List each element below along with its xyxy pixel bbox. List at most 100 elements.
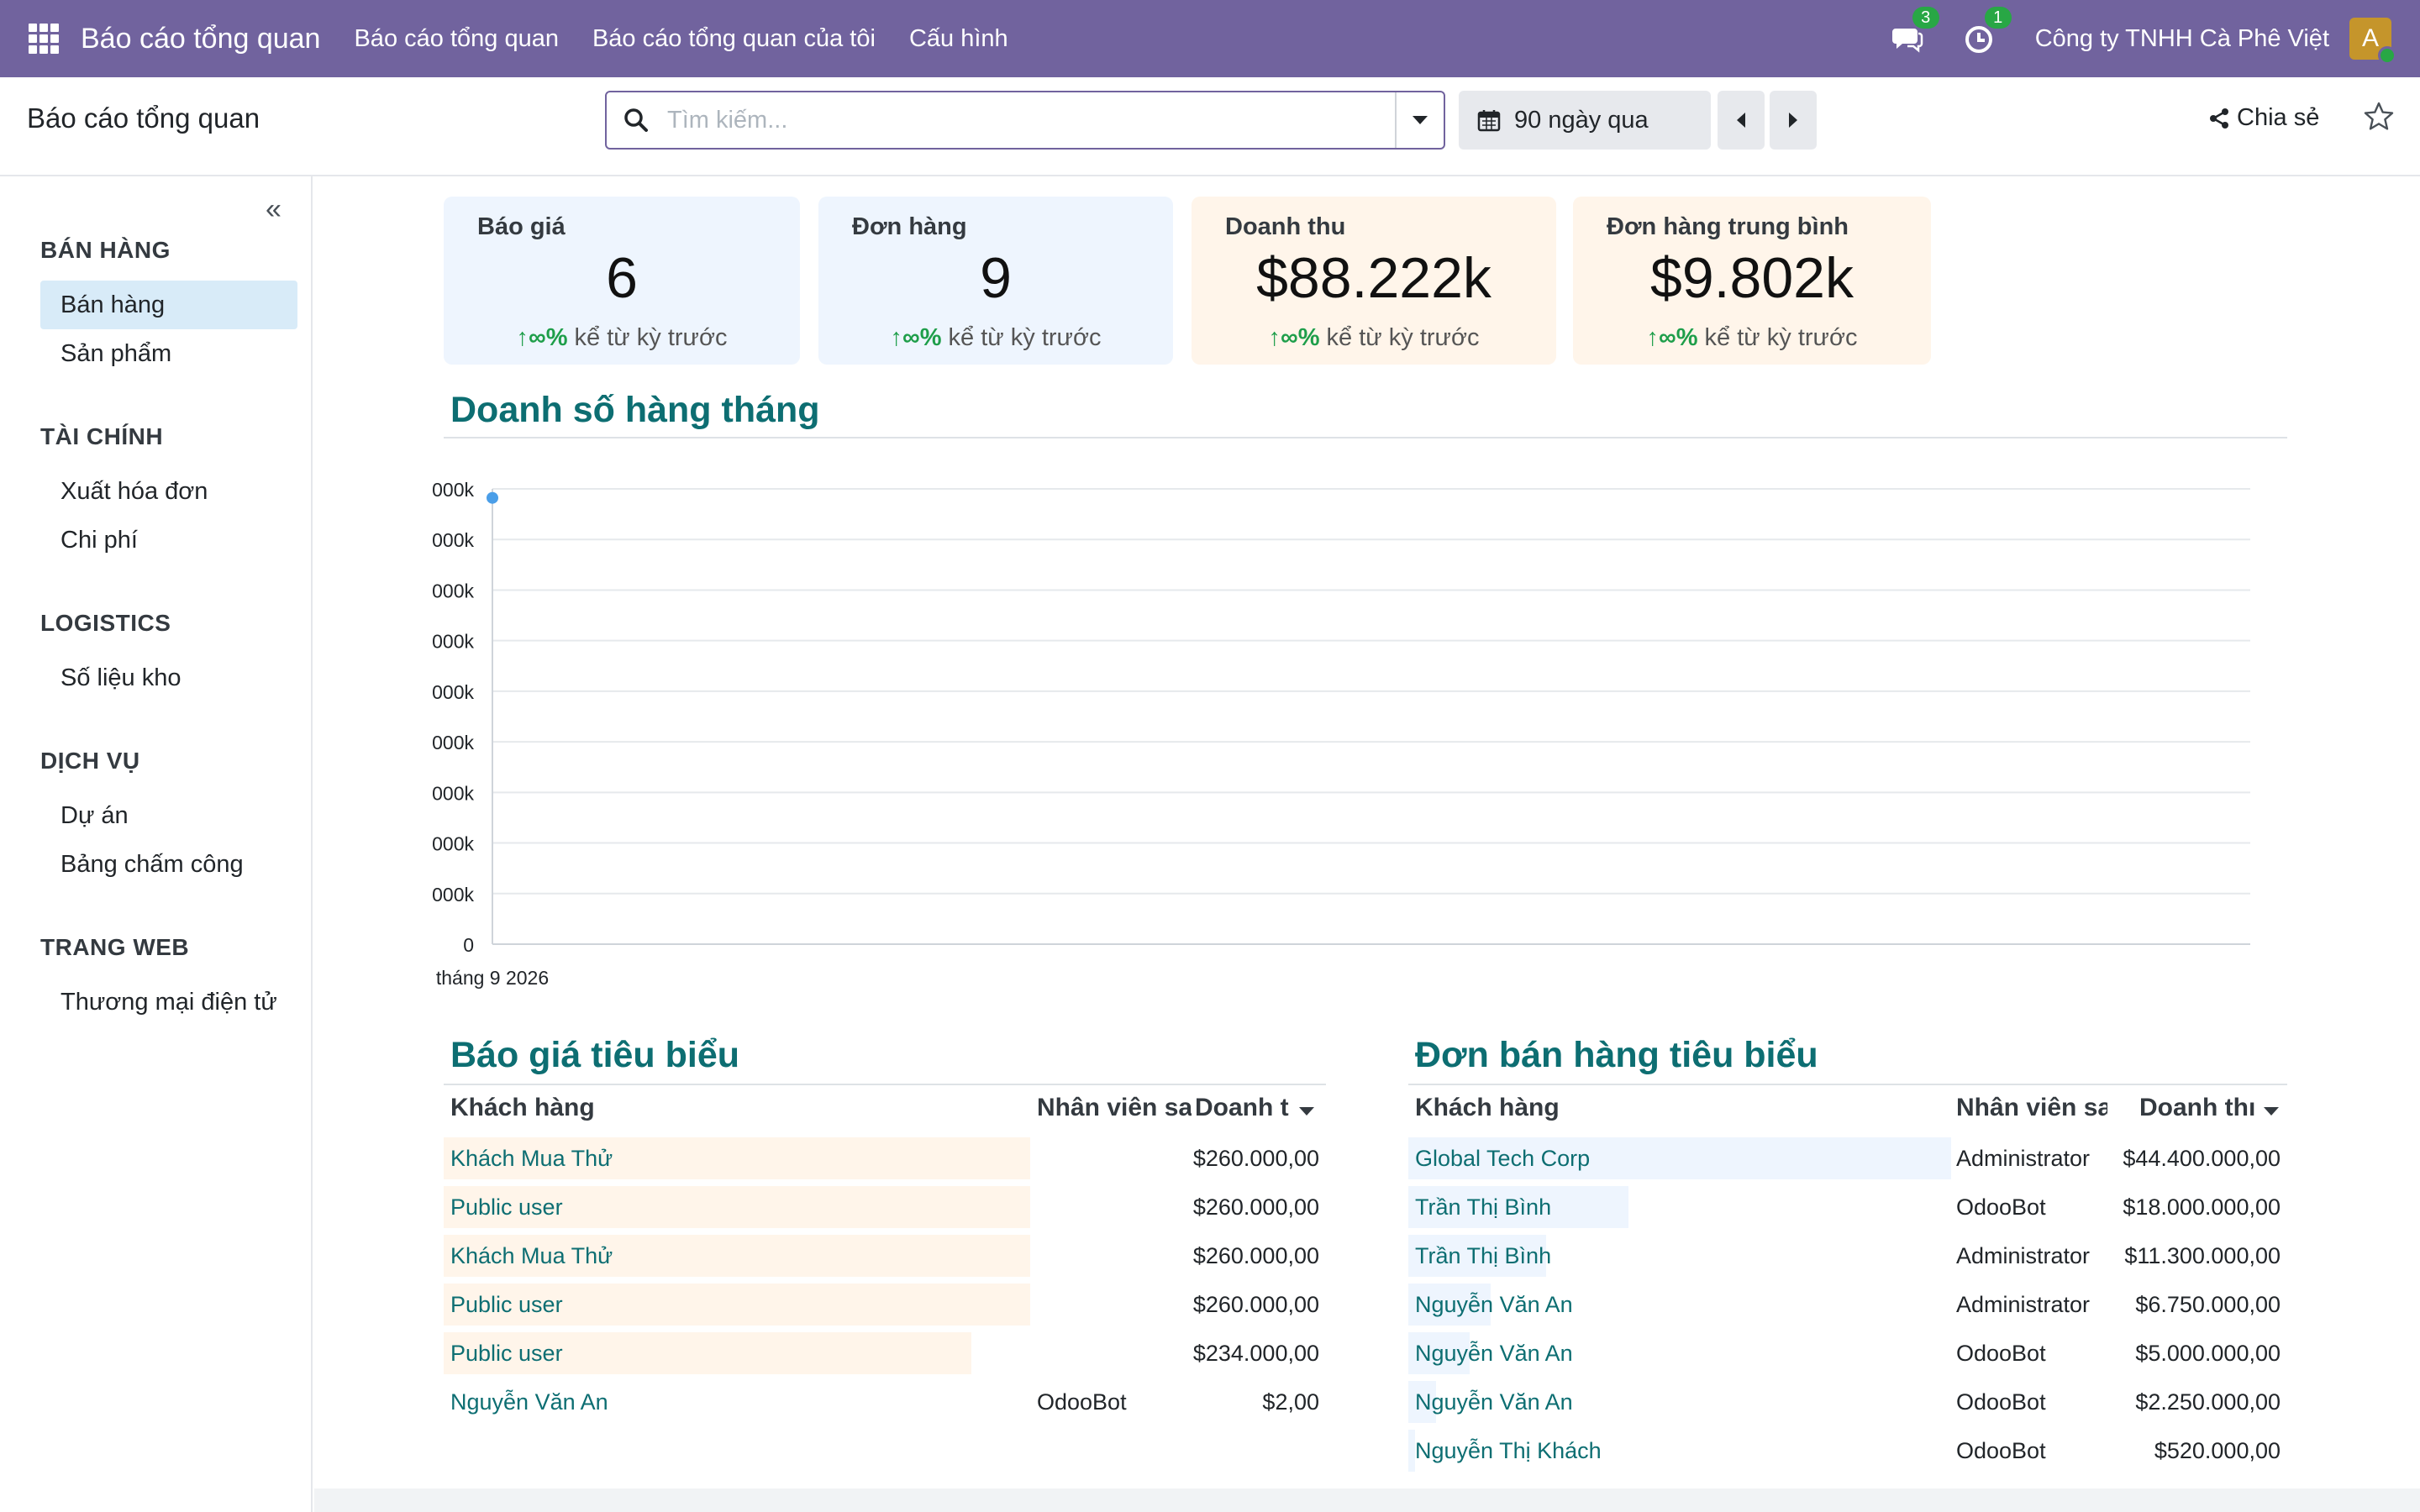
search-input[interactable] <box>666 105 1395 135</box>
row-customer-link[interactable]: Public user <box>450 1341 563 1366</box>
row-share-bar <box>1408 1430 1415 1472</box>
date-filter-button[interactable]: 90 ngày qua <box>1459 91 1711 150</box>
row-share-bar <box>1408 1332 1470 1374</box>
table-row[interactable]: Khách Mua Thử $260.000,00 <box>444 1134 1326 1183</box>
sidebar-item-ecommerce[interactable]: Thương mại điện tử <box>60 989 277 1016</box>
row-customer-link[interactable]: Nguyễn Văn An <box>1415 1389 1573 1415</box>
sidebar-item-expenses[interactable]: Chi phí <box>60 527 138 554</box>
quotations-header-salesperson[interactable]: Nhân viên sa <box>1037 1094 1192 1121</box>
row-customer-link[interactable]: Khách Mua Thử <box>450 1243 613 1268</box>
table-row[interactable]: Nguyễn Văn An OdooBot $5.000.000,00 <box>1408 1329 2287 1378</box>
systray: 3 1 Công ty TNHH Cà Phê Việt A <box>1891 0 2420 77</box>
row-customer-link[interactable]: Public user <box>450 1194 563 1220</box>
row-share-bar <box>1408 1284 1491 1326</box>
search-options-toggle[interactable] <box>1395 92 1444 148</box>
activities-button[interactable]: 1 <box>1963 7 2012 55</box>
sort-desc-icon[interactable] <box>2264 1107 2279 1116</box>
y-tick-label: 40.000k <box>432 732 474 753</box>
sidebar-item-products[interactable]: Sản phẩm <box>60 340 172 367</box>
kpi-trend-percent: ∞% <box>1659 324 1698 351</box>
kpi-trend-percent: ∞% <box>902 324 942 351</box>
sidebar-item-projects[interactable]: Dự án <box>60 802 129 829</box>
row-amount: $44.400.000,00 <box>2123 1146 2281 1171</box>
row-customer-link[interactable]: Trần Thị Bình <box>1415 1194 1552 1220</box>
table-row[interactable]: Trần Thị Bình Administrator $11.300.000,00 <box>1408 1231 2287 1280</box>
table-row[interactable]: Trần Thị Bình OdooBot $18.000.000,00 <box>1408 1183 2287 1231</box>
row-share-bar <box>1408 1137 1951 1179</box>
y-tick-label: 90.000k <box>432 479 474 501</box>
share-button[interactable]: Chia sẻ <box>2208 104 2319 132</box>
row-customer-link[interactable]: Nguyễn Văn An <box>450 1389 608 1415</box>
next-period-button[interactable] <box>1770 91 1817 150</box>
user-avatar[interactable]: A <box>2349 18 2396 65</box>
kpi-card-quotations[interactable]: Báo giá 6 ↑∞% kể từ kỳ trước <box>444 197 800 365</box>
sidebar-item-sales[interactable]: Bán hàng <box>40 281 297 329</box>
table-row[interactable]: Nguyễn Thị Khách OdooBot $520.000,00 <box>1408 1426 2287 1475</box>
quotations-header-revenue[interactable]: Doanh t <box>1195 1094 1289 1121</box>
menu-item-config[interactable]: Cấu hình <box>908 24 1008 52</box>
row-share-bar <box>444 1332 971 1374</box>
sidebar-item-inventory[interactable]: Số liệu kho <box>60 664 182 691</box>
app-grid-icon[interactable] <box>29 24 59 54</box>
row-customer-link[interactable]: Nguyễn Thị Khách <box>1415 1438 1602 1463</box>
table-row[interactable]: Public user $260.000,00 <box>444 1280 1326 1329</box>
row-customer-link[interactable]: Trần Thị Bình <box>1415 1243 1552 1268</box>
orders-header-customer[interactable]: Khách hàng <box>1415 1094 1560 1121</box>
avatar-initial: A <box>2361 24 2379 52</box>
table-row[interactable]: Nguyễn Văn An OdooBot $2,00 <box>444 1378 1326 1426</box>
sidebar-item-timesheets[interactable]: Bảng chấm công <box>60 851 244 878</box>
sidebar-item-invoicing[interactable]: Xuất hóa đơn <box>60 478 208 505</box>
table-row[interactable]: Nguyễn Văn An OdooBot $2.250.000,00 <box>1408 1378 2287 1426</box>
top-menu: Báo cáo tổng quan Báo cáo tổng quan của … <box>354 25 1041 53</box>
search-icon[interactable] <box>607 92 666 148</box>
kpi-trend-text: kể từ kỳ trước <box>574 324 728 351</box>
table-row[interactable]: Public user $234.000,00 <box>444 1329 1326 1378</box>
orders-header-salesperson[interactable]: Nhân viên sal <box>1956 1094 2107 1121</box>
row-salesperson: OdooBot <box>1956 1438 2046 1463</box>
collapse-sidebar-icon[interactable]: « <box>266 193 281 225</box>
table-row[interactable]: Nguyễn Văn An Administrator $6.750.000,00 <box>1408 1280 2287 1329</box>
kpi-trend-text: kể từ kỳ trước <box>948 324 1102 351</box>
activities-badge: 1 <box>1984 7 2012 29</box>
kpi-card-revenue[interactable]: Doanh thu $88.222k ↑∞% kể từ kỳ trước <box>1192 197 1556 365</box>
online-status-icon <box>2378 46 2396 65</box>
row-customer-link[interactable]: Global Tech Corp <box>1415 1146 1591 1171</box>
kpi-value: $9.802k <box>1650 246 1854 310</box>
menu-item-my-overview[interactable]: Báo cáo tổng quan của tôi <box>592 24 876 52</box>
table-row[interactable]: Public user $260.000,00 <box>444 1183 1326 1231</box>
row-customer-link[interactable]: Khách Mua Thử <box>450 1146 613 1171</box>
y-tick-label: 20.000k <box>432 833 474 855</box>
y-tick-label: 0 <box>463 934 474 956</box>
messages-badge: 3 <box>1912 7 1939 29</box>
control-panel: Báo cáo tổng quan 90 ngày qua Chia sẻ <box>0 77 2420 176</box>
messages-button[interactable]: 3 <box>1891 7 1939 55</box>
row-salesperson: Administrator <box>1956 1243 2091 1268</box>
section-divider <box>1408 1084 2287 1085</box>
top-orders-title: Đơn bán hàng tiêu biểu <box>1415 1035 1818 1075</box>
previous-period-button[interactable] <box>1718 91 1765 150</box>
row-customer-link[interactable]: Nguyễn Văn An <box>1415 1292 1573 1317</box>
sidebar-section-logistics: LOGISTICS <box>40 610 171 636</box>
table-row[interactable]: Khách Mua Thử $260.000,00 <box>444 1231 1326 1280</box>
x-tick-label: tháng 9 2026 <box>436 967 549 989</box>
kpi-label: Doanh thu <box>1225 213 1346 240</box>
kpi-card-orders[interactable]: Đơn hàng 9 ↑∞% kể từ kỳ trước <box>818 197 1173 365</box>
favorite-star-icon[interactable] <box>2363 101 2395 133</box>
row-salesperson: Administrator <box>1956 1146 2091 1171</box>
kpi-card-average-order[interactable]: Đơn hàng trung bình $9.802k ↑∞% kể từ kỳ… <box>1573 197 1931 365</box>
sort-desc-icon[interactable] <box>1299 1107 1314 1116</box>
orders-header-revenue[interactable]: Doanh thı <box>2139 1094 2256 1121</box>
share-label: Chia sẻ <box>2237 104 2320 131</box>
quotations-header-customer[interactable]: Khách hàng <box>450 1094 595 1121</box>
monthly-sales-chart: 0 10.000k 20.000k 30.000k 40.000k 50.000k 60.0… <box>432 479 2250 989</box>
date-filter-label: 90 ngày qua <box>1514 106 1649 134</box>
row-amount: $520.000,00 <box>2154 1438 2281 1463</box>
company-switcher[interactable]: Công ty TNHH Cà Phê Việt <box>2034 24 2329 52</box>
caret-right-icon <box>1789 113 1797 128</box>
menu-item-overview[interactable]: Báo cáo tổng quan <box>354 24 559 52</box>
table-row[interactable]: Global Tech Corp Administrator $44.400.000… <box>1408 1134 2287 1183</box>
app-brand[interactable]: Báo cáo tổng quan <box>81 22 321 55</box>
row-customer-link[interactable]: Public user <box>450 1292 563 1317</box>
row-customer-link[interactable]: Nguyễn Văn An <box>1415 1341 1573 1366</box>
sidebar-section-sales: BÁN HÀNG <box>40 237 171 263</box>
